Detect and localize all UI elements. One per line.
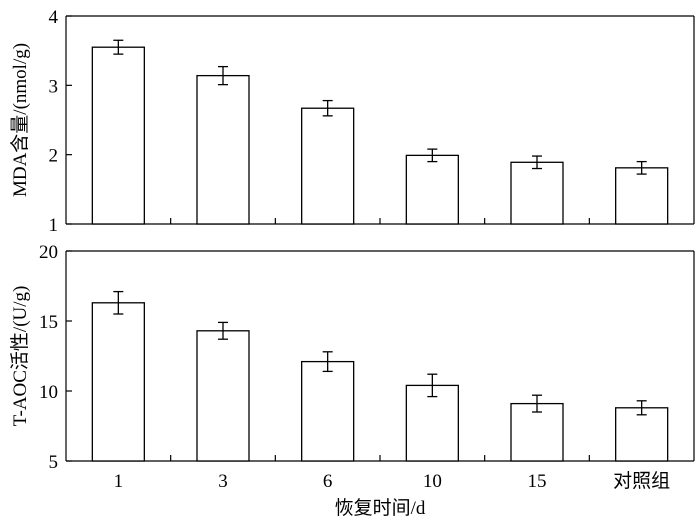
panel-1-y-axis-title: T-AOC活性/(U/g) <box>9 286 31 427</box>
panel-0-bar <box>405 154 459 225</box>
panel-1-x-tick-label: 6 <box>323 471 333 492</box>
panel-1-bar <box>405 384 459 462</box>
panel-1-y-tick-label: 5 <box>49 452 59 473</box>
panel-0-y-tick-label: 1 <box>49 215 59 236</box>
panel-1-y-tick-label: 20 <box>39 242 58 263</box>
panel-1-y-tick-label: 15 <box>39 312 58 333</box>
panel-1-x-axis-title: 恢复时间/d <box>335 497 426 519</box>
panel-0-y-axis-title: MDA含量/(nmol/g) <box>9 43 31 197</box>
panel-0-y-tick-label: 2 <box>49 146 59 167</box>
panel-1-bar <box>91 302 145 462</box>
panel-0-bar <box>91 46 145 225</box>
panel-0-bar <box>510 161 564 225</box>
panel-0-bar <box>196 74 250 225</box>
panel-1-bar <box>301 360 355 462</box>
panel-1-x-tick-label: 10 <box>423 471 442 492</box>
panel-0-bar <box>301 107 355 225</box>
panel-1-x-tick-label: 3 <box>218 471 228 492</box>
panel-0-y-tick-label: 4 <box>49 7 59 28</box>
panel-1-y-tick-label: 10 <box>39 382 58 403</box>
panel-0-y-tick-label: 3 <box>49 76 59 97</box>
panel-1-x-tick-label: 对照组 <box>613 470 670 492</box>
panel-1-x-tick-label: 1 <box>114 471 124 492</box>
panel-1-x-tick-label: 15 <box>528 471 547 492</box>
panel-0-bar <box>615 167 669 225</box>
panel-1-bar <box>196 330 250 462</box>
panel-1-bar <box>615 407 669 462</box>
